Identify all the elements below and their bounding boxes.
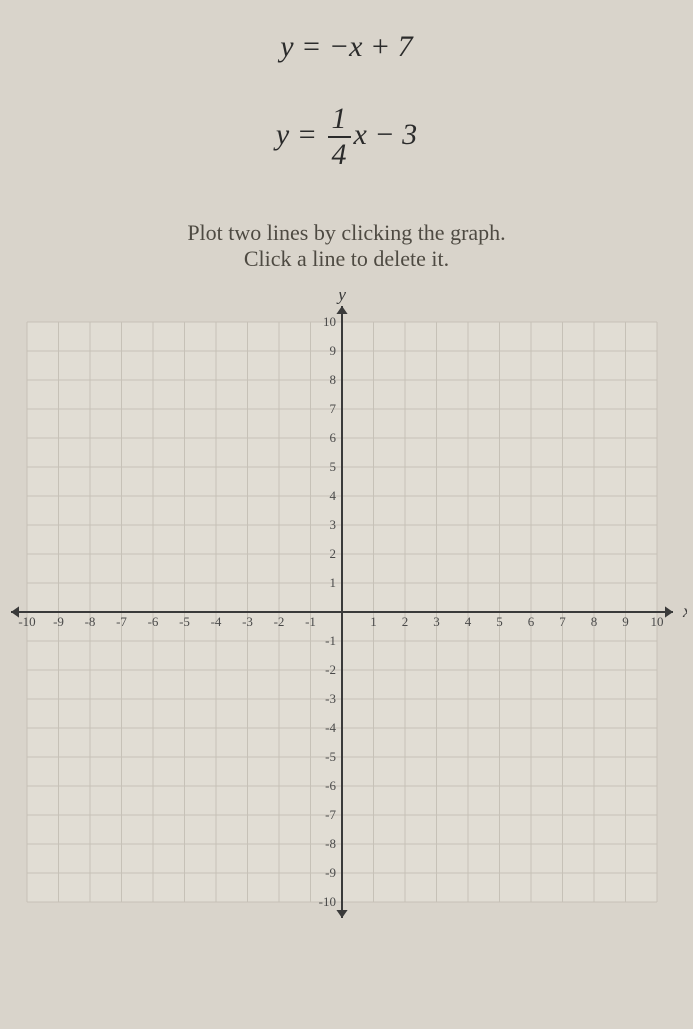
graph-container: -10 -9 -8 -7 -6 -5 -4 -3 -2 -1 1 2 3 4 5 6 7 8 9 10 10 9 8 7 6 5 4… [0,292,693,932]
svg-text:-4: -4 [325,720,336,735]
eq2-after-frac: x [354,118,367,151]
svg-text:-3: -3 [325,691,336,706]
svg-text:-1: -1 [305,614,316,629]
eq1-op: = [301,30,321,63]
svg-text:5: 5 [496,614,503,629]
eq2-frac-den: 4 [328,138,351,170]
svg-text:2: 2 [401,614,408,629]
instructions-line2: Click a line to delete it. [0,246,693,272]
svg-text:-10: -10 [318,894,335,909]
equation-1: y = −x + 7 [280,30,412,64]
svg-text:-2: -2 [325,662,336,677]
svg-text:-5: -5 [179,614,190,629]
svg-text:-6: -6 [325,778,336,793]
svg-text:-8: -8 [84,614,95,629]
svg-text:10: 10 [323,314,336,329]
svg-text:-9: -9 [53,614,64,629]
eq1-rhs-a: −x [329,30,363,63]
svg-text:-7: -7 [116,614,127,629]
svg-text:1: 1 [329,575,336,590]
svg-text:4: 4 [329,488,336,503]
svg-text:5: 5 [329,459,336,474]
svg-text:-2: -2 [273,614,284,629]
eq1-rhs-b: + 7 [370,30,413,63]
eq1-lhs: y [280,30,293,63]
svg-text:-8: -8 [325,836,336,851]
equations-block: y = −x + 7 y = 1 4 x − 3 [0,0,693,210]
svg-text:6: 6 [527,614,534,629]
svg-text:8: 8 [329,372,336,387]
svg-text:3: 3 [329,517,336,532]
svg-text:4: 4 [464,614,471,629]
svg-text:-1: -1 [325,633,336,648]
svg-text:9: 9 [622,614,629,629]
eq2-tail: − 3 [374,118,417,151]
page: y = −x + 7 y = 1 4 x − 3 Plot two lines … [0,0,693,1029]
svg-text:7: 7 [329,401,336,416]
svg-text:2: 2 [329,546,336,561]
svg-text:-7: -7 [325,807,336,822]
svg-text:8: 8 [590,614,597,629]
svg-text:-9: -9 [325,865,336,880]
svg-text:7: 7 [559,614,566,629]
eq2-frac-num: 1 [328,104,351,138]
eq2-op: = [297,118,317,151]
svg-text:9: 9 [329,343,336,358]
instructions: Plot two lines by clicking the graph. Cl… [0,220,693,272]
svg-text:10: 10 [650,614,663,629]
svg-text:x: x [682,601,687,621]
cartesian-graph[interactable]: -10 -9 -8 -7 -6 -5 -4 -3 -2 -1 1 2 3 4 5 6 7 8 9 10 10 9 8 7 6 5 4… [7,292,687,932]
svg-text:1: 1 [370,614,377,629]
eq2-fraction: 1 4 [328,104,351,170]
svg-text:-4: -4 [210,614,221,629]
equation-2: y = 1 4 x − 3 [276,104,417,170]
svg-text:3: 3 [433,614,440,629]
svg-text:-10: -10 [18,614,35,629]
svg-text:y: y [336,292,346,304]
svg-text:-6: -6 [147,614,158,629]
svg-text:6: 6 [329,430,336,445]
svg-text:-3: -3 [242,614,253,629]
eq2-lhs: y [276,118,289,151]
instructions-line1: Plot two lines by clicking the graph. [0,220,693,246]
svg-text:-5: -5 [325,749,336,764]
